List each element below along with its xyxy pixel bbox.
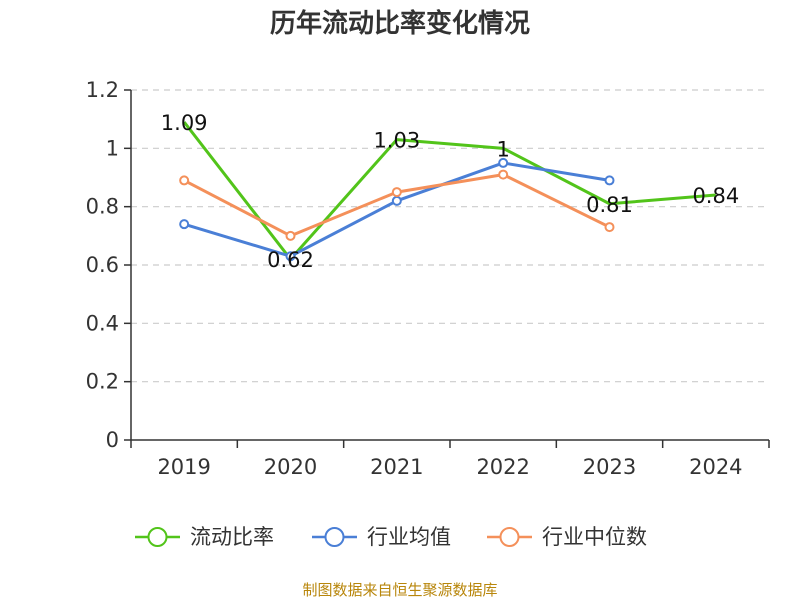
- legend-label: 行业中位数: [542, 525, 647, 549]
- data-label: 1.09: [161, 111, 208, 135]
- data-point: [498, 169, 509, 180]
- data-label: 0.81: [586, 193, 633, 217]
- data-point: [498, 157, 509, 168]
- y-tick-label: 0.2: [86, 370, 119, 394]
- y-tick-label: 1.2: [86, 78, 119, 102]
- legend[interactable]: 流动比率 行业均值 行业中位数: [135, 525, 647, 549]
- x-tick-label: 2024: [689, 455, 742, 479]
- data-point: [179, 175, 190, 186]
- legend-label: 行业均值: [367, 525, 451, 549]
- series-line-0: [182, 121, 716, 261]
- data-label: 0.62: [267, 248, 314, 272]
- data-point: [391, 187, 402, 198]
- legend-item-0[interactable]: 流动比率: [135, 525, 274, 549]
- legend-circle-icon: [499, 527, 520, 547]
- data-label: 0.84: [692, 184, 739, 208]
- legend-circle-icon: [147, 527, 168, 547]
- legend-label: 流动比率: [190, 525, 274, 549]
- x-tick-label: 2023: [583, 455, 636, 479]
- grid: [131, 89, 769, 383]
- legend-circle-icon: [324, 527, 345, 547]
- y-tick-label: 0.4: [86, 311, 119, 335]
- x-tick-label: 2020: [264, 455, 317, 479]
- legend-item-1[interactable]: 行业均值: [312, 525, 451, 549]
- series: [179, 121, 716, 262]
- y-tick-label: 0.8: [86, 195, 119, 219]
- data-labels: 1.09 0.62 1.03 1 0.81 0.84: [161, 111, 739, 272]
- y-tick-label: 1: [106, 136, 119, 160]
- data-point: [391, 195, 402, 206]
- x-tick-label: 2021: [370, 455, 423, 479]
- data-point: [179, 219, 190, 230]
- data-point: [285, 251, 296, 262]
- data-point: [604, 175, 615, 186]
- data-label: 1.03: [373, 129, 420, 153]
- data-point: [285, 230, 296, 241]
- x-tick-label: 2019: [157, 455, 210, 479]
- data-source-note: 制图数据来自恒生聚源数据库: [302, 581, 497, 599]
- series-line-1: [183, 161, 610, 258]
- data-point: [604, 222, 615, 233]
- data-label: 1: [496, 137, 509, 161]
- y-tick-label: 0.6: [86, 253, 119, 277]
- chart-title: 历年流动比率变化情况: [270, 8, 530, 39]
- x-tick-label: 2022: [476, 455, 529, 479]
- y-tick-label: 0: [106, 428, 119, 452]
- legend-item-2[interactable]: 行业中位数: [487, 525, 647, 549]
